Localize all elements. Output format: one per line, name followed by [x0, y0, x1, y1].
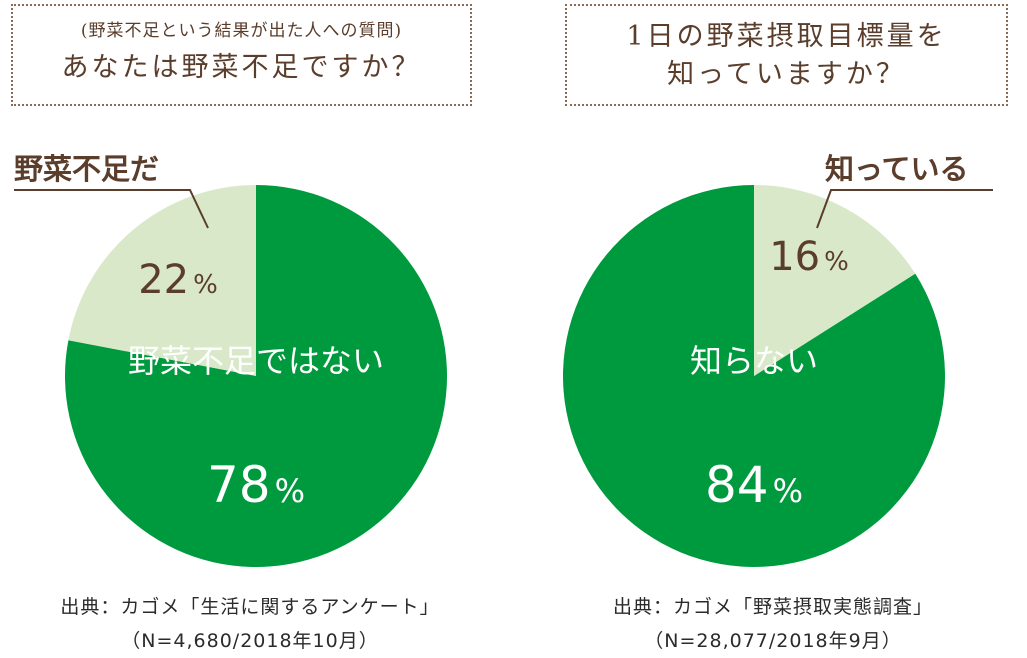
question-title: あなたは野菜不足ですか？ [61, 52, 422, 83]
source-note: （N=28,077/2018年9月） [644, 630, 902, 652]
question-title-line-1: 1日の野菜摂取目標量を [626, 21, 947, 52]
pie-slice-minor [68, 185, 256, 376]
source-citation: 出典：カゴメ「生活に関するアンケート」 [60, 596, 440, 618]
chart-panel-right: 1日の野菜摂取目標量を 知っていますか？ 16% 知らない 84% 知っている 出典… [513, 0, 1026, 653]
slice-percent-label: 22% [138, 257, 218, 303]
callout-label-right: 知っている [825, 152, 969, 186]
chart-panel-left: (野菜不足という結果が出た人への質問) あなたは野菜不足ですか？ 22% 野菜不足… [0, 0, 513, 653]
source-citation: 出典：カゴメ「野菜摂取実態調査」 [612, 596, 933, 618]
question-title-line-2: 知っていますか？ [667, 59, 906, 90]
source-left: 出典：カゴメ「生活に関するアンケート」 （N=4,680/2018年10月） [0, 590, 500, 658]
slice-percent-label: 84% [705, 456, 803, 514]
pie-slice-minor [754, 185, 916, 376]
question-box-left: (野菜不足という結果が出た人への質問) あなたは野菜不足ですか？ [11, 4, 472, 106]
pie-chart-left: 22 % 野菜不足ではない 78% [14, 185, 447, 567]
callout-leader-left [14, 189, 209, 229]
callout-label-left: 野菜不足だ [14, 152, 160, 186]
slice-percent-label: 78% [207, 456, 305, 514]
pie-chart-right: 16 % 知らない 84% [563, 185, 993, 567]
question-box-right: 1日の野菜摂取目標量を 知っていますか？ [565, 4, 1008, 106]
source-note: （N=4,680/2018年10月） [121, 630, 379, 652]
slice-name-label: 野菜不足ではない [128, 342, 384, 380]
callout-leader-right [816, 189, 993, 229]
source-right: 出典：カゴメ「野菜摂取実態調査」 （N=28,077/2018年9月） [523, 590, 1023, 658]
pie-slice-major [64, 185, 447, 567]
slice-percent-label: 16% [769, 234, 849, 280]
question-subtitle: (野菜不足という結果が出た人への質問) [80, 21, 403, 41]
slice-name-label: 知らない [690, 342, 818, 380]
